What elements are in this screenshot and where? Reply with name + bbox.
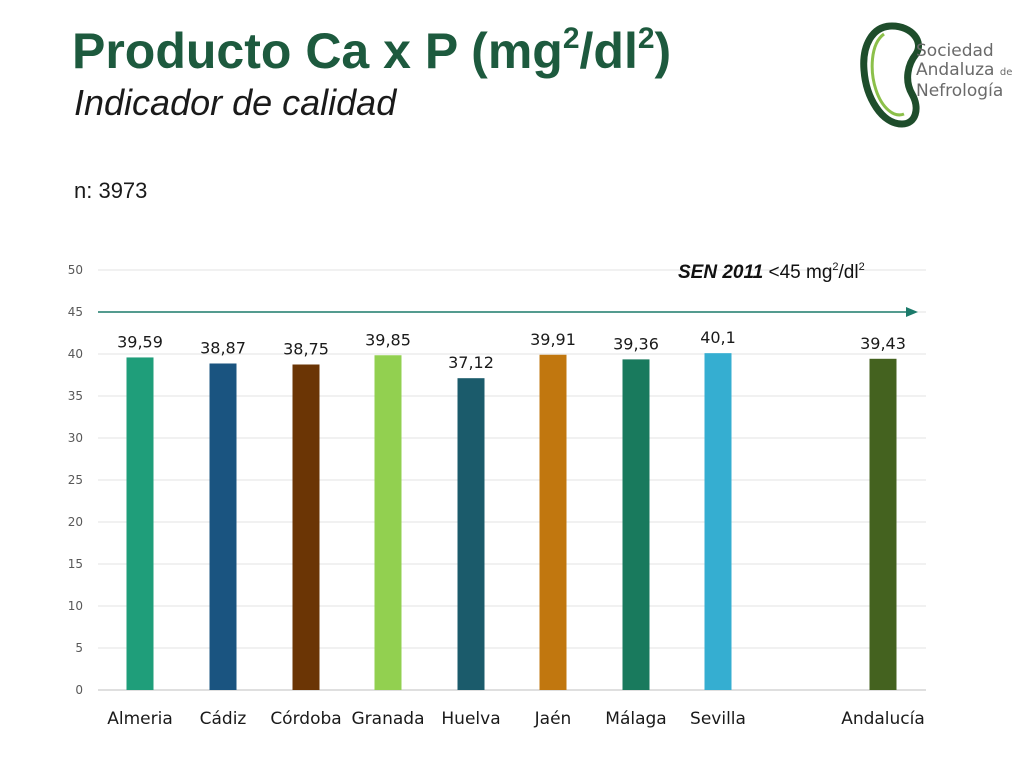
bar-Andalucía <box>869 358 897 690</box>
logo-line-2: Andaluza <box>916 60 995 80</box>
logo-line-1: Sociedad <box>916 41 994 61</box>
page-title: Producto Ca x P (mg2/dl2) <box>72 22 672 79</box>
logo-text: Sociedad Andaluza de Nefrología <box>916 42 1012 101</box>
y-tick-label: 25 <box>68 473 83 487</box>
kidney-logo-icon <box>860 22 922 128</box>
y-tick-label: 10 <box>68 599 83 613</box>
bar-Almeria <box>126 357 154 690</box>
value-label: 39,85 <box>365 330 411 349</box>
sample-size: n: 3973 <box>74 178 148 203</box>
x-category-label: Cádiz <box>200 709 247 729</box>
reference-arrow-head-icon <box>906 307 918 317</box>
x-category-label: Andalucía <box>841 709 925 729</box>
bar-Córdoba <box>292 364 320 690</box>
value-label: 39,91 <box>530 330 576 349</box>
y-axis: 0 5 10 15 20 25 30 35 40 45 50 <box>68 263 83 697</box>
value-label: 38,87 <box>200 338 246 357</box>
x-category-label: Almeria <box>107 709 173 729</box>
reference-label: SEN 2011 <45 mg2/dl2 <box>678 261 865 284</box>
value-label: 40,1 <box>700 328 736 347</box>
x-category-label: Huelva <box>441 709 500 729</box>
society-logo: Sociedad Andaluza de Nefrología <box>850 20 1022 132</box>
bar-Granada <box>374 355 402 690</box>
y-tick-label: 50 <box>68 263 83 277</box>
bar-Málaga <box>622 359 650 690</box>
value-label: 37,12 <box>448 353 494 372</box>
x-category-label: Jaén <box>534 709 572 729</box>
y-tick-label: 15 <box>68 557 83 571</box>
logo-line-2-de: de <box>999 67 1013 78</box>
reference-line <box>98 307 918 317</box>
x-axis: Almeria Cádiz Córdoba Granada Huelva Jaén Mála… <box>107 709 925 729</box>
value-labels: 39,59 38,87 38,75 39,85 37,12 39,91 39,36 40,1 3… <box>117 328 906 372</box>
value-label: 38,75 <box>283 340 329 359</box>
x-category-label: Málaga <box>605 709 666 729</box>
y-tick-label: 0 <box>75 683 83 697</box>
bar-Cádiz <box>209 363 237 690</box>
x-category-label: Córdoba <box>270 709 341 729</box>
y-tick-label: 40 <box>68 347 83 361</box>
y-tick-label: 45 <box>68 305 83 319</box>
value-label: 39,43 <box>860 334 906 353</box>
logo-line-3: Nefrología <box>916 81 1004 101</box>
y-tick-label: 30 <box>68 431 83 445</box>
bar-series <box>126 353 897 690</box>
bar-Sevilla <box>704 353 732 690</box>
y-tick-label: 20 <box>68 515 83 529</box>
x-category-label: Granada <box>352 709 425 729</box>
x-category-label: Sevilla <box>690 709 746 729</box>
y-tick-label: 5 <box>75 641 83 655</box>
bar-Jaén <box>539 354 567 690</box>
bar-Huelva <box>457 378 485 690</box>
page-subtitle: Indicador de calidad <box>74 82 397 123</box>
y-tick-label: 35 <box>68 389 83 403</box>
value-label: 39,59 <box>117 332 163 351</box>
value-label: 39,36 <box>613 334 659 353</box>
